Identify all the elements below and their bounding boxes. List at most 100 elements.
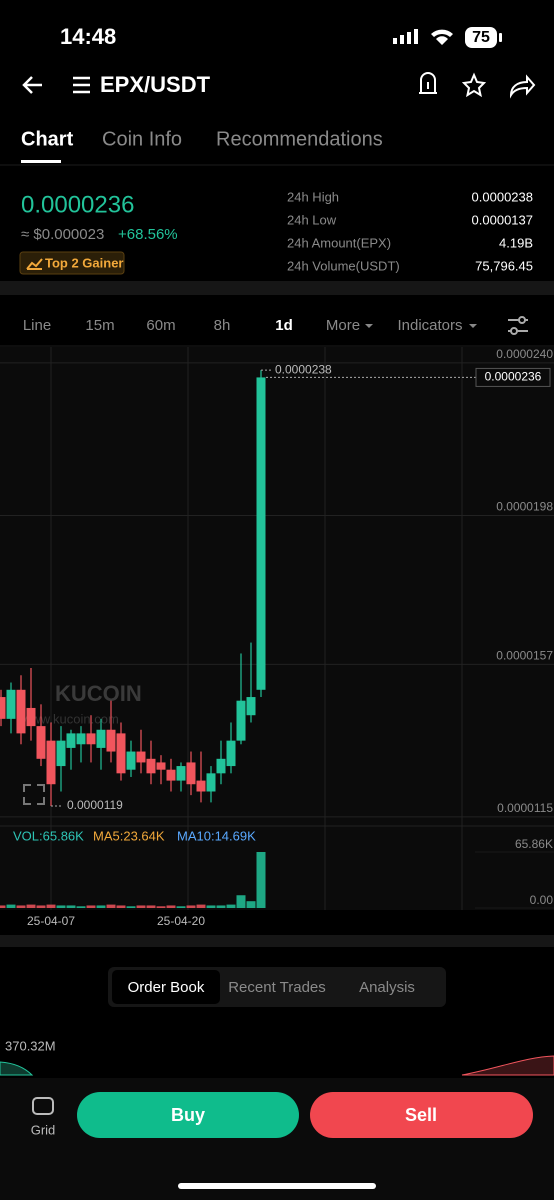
depth-label: 370.32M xyxy=(5,1038,56,1053)
volume-bar xyxy=(226,904,236,908)
stat-value: 0.0000238 xyxy=(472,189,533,204)
volume-bar xyxy=(166,905,176,908)
badge-text: Top 2 Gainer xyxy=(45,255,124,270)
settings-knob xyxy=(510,327,518,335)
candle-body xyxy=(216,758,226,774)
candle-body xyxy=(226,740,236,767)
candle-body xyxy=(106,729,116,752)
battery: 75 xyxy=(472,29,490,46)
interval[interactable]: 60m xyxy=(146,317,175,334)
share-button[interactable] xyxy=(509,74,536,99)
volume-bar xyxy=(16,905,26,908)
badge xyxy=(19,251,125,275)
sell-label[interactable]: Sell xyxy=(405,1105,437,1125)
volume-bar xyxy=(246,901,256,908)
candle-body xyxy=(16,689,26,734)
back-button[interactable] xyxy=(22,76,42,94)
grid-icon[interactable] xyxy=(32,1097,54,1115)
interval[interactable]: 8h xyxy=(214,317,231,334)
candle-body xyxy=(136,751,146,763)
candle-body xyxy=(246,697,256,716)
fiat-price: ≈ $0.000023 xyxy=(21,226,104,243)
last-price-box xyxy=(475,367,551,387)
fullscreen-button[interactable] xyxy=(23,784,45,805)
candle-body xyxy=(166,769,176,781)
stat-label: 24h Volume(USDT) xyxy=(287,258,400,273)
watermark: KUCOIN xyxy=(55,681,142,706)
volume-bar xyxy=(56,905,66,908)
volume-bar xyxy=(206,905,216,908)
candle-body xyxy=(146,758,156,774)
volume-tick-label: 0.00 xyxy=(530,893,554,907)
menu-button[interactable] xyxy=(73,76,90,94)
volume-bar xyxy=(46,904,56,908)
interval[interactable]: 15m xyxy=(85,317,114,334)
volume-bar xyxy=(106,904,116,908)
alert-button[interactable] xyxy=(419,72,437,94)
segment[interactable]: Recent Trades xyxy=(228,979,326,996)
candle-body xyxy=(256,377,266,690)
tab[interactable]: Recommendations xyxy=(216,128,383,150)
candle-body xyxy=(66,733,76,748)
volume-bar xyxy=(236,895,246,908)
stat-label: 24h Low xyxy=(287,212,337,227)
tab[interactable]: Coin Info xyxy=(102,128,182,150)
change: +68.56% xyxy=(118,226,178,243)
candle-body xyxy=(56,740,66,767)
volume-bar xyxy=(216,905,226,908)
home-indicator xyxy=(178,1183,376,1189)
badge-icon xyxy=(26,258,43,270)
volume-bar xyxy=(66,905,76,908)
candle-body xyxy=(46,740,56,785)
sell-button[interactable] xyxy=(310,1092,533,1138)
segment[interactable]: Order Book xyxy=(128,979,205,996)
candle-body xyxy=(0,697,6,719)
stat-value: 4.19B xyxy=(499,235,533,250)
volume-bar xyxy=(146,905,156,908)
candle-body xyxy=(96,729,106,748)
candle-body xyxy=(186,762,196,785)
interval[interactable]: 1d xyxy=(275,317,293,334)
volume-bar xyxy=(26,904,36,908)
candle-body xyxy=(86,733,96,745)
favorite-button[interactable] xyxy=(461,72,487,98)
pair-title: EPX/USDT xyxy=(100,72,211,97)
tab[interactable]: Chart xyxy=(21,128,74,150)
candle-body xyxy=(176,766,186,781)
watermark-url: www.kucoin.com xyxy=(21,711,119,726)
volume-bar xyxy=(96,905,106,908)
volume-bar xyxy=(136,905,146,908)
y-tick-label: 0.0000157 xyxy=(496,649,553,663)
volume-bar xyxy=(76,906,86,908)
min-label: 0.0000119 xyxy=(67,798,123,812)
candle-body xyxy=(156,762,166,770)
segment[interactable]: Analysis xyxy=(359,979,415,996)
volume-legend: MA5:23.64K xyxy=(93,828,165,843)
segment-active xyxy=(112,970,220,1004)
stat-label: 24h High xyxy=(287,189,339,204)
x-tick-label: 25-04-07 xyxy=(27,914,75,928)
volume-bar xyxy=(86,905,96,908)
candle-body xyxy=(6,689,16,719)
section-gap xyxy=(0,935,554,947)
y-tick-label: 0.0000115 xyxy=(497,801,553,815)
buy-button[interactable] xyxy=(77,1092,299,1138)
candle-body xyxy=(116,733,126,774)
settings-knob xyxy=(518,316,526,324)
candle-body xyxy=(36,726,46,759)
candle-body xyxy=(26,707,36,727)
interval[interactable]: Indicators xyxy=(397,317,462,334)
interval[interactable]: More xyxy=(326,317,360,334)
time: 14:48 xyxy=(60,24,116,49)
volume-bar xyxy=(0,905,6,908)
bid-depth xyxy=(0,1061,34,1076)
buy-label[interactable]: Buy xyxy=(171,1105,205,1125)
grid-label[interactable]: Grid xyxy=(31,1122,56,1137)
volume-tick-label: 65.86K xyxy=(515,837,553,851)
x-tick-label: 25-04-20 xyxy=(157,914,205,928)
volume-legend: MA10:14.69K xyxy=(177,828,256,843)
interval[interactable]: Line xyxy=(23,317,51,334)
candle-body xyxy=(126,751,136,770)
y-tick-label: 0.0000198 xyxy=(496,500,553,514)
volume-bar xyxy=(126,906,136,908)
